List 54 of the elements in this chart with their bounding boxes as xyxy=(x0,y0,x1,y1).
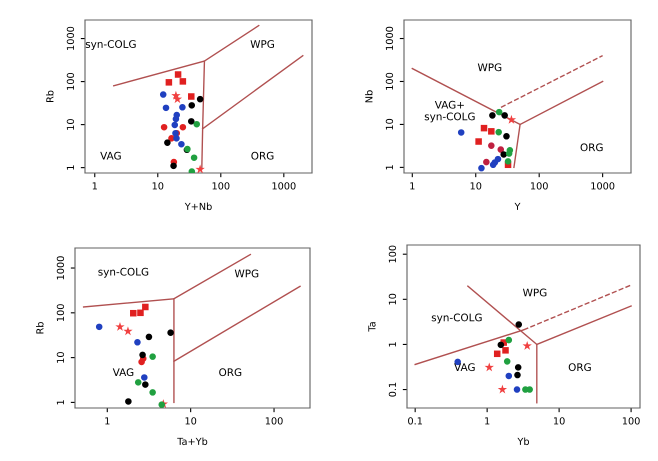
annotation: WPG xyxy=(250,40,274,48)
x-tick-label: 1 xyxy=(105,417,110,424)
y-tick-label: 10 xyxy=(56,352,64,363)
x-tick-label: 100 xyxy=(266,417,283,425)
y-tick-label: 1000 xyxy=(66,26,74,50)
annotation: VAG xyxy=(100,152,121,160)
y-tick-label: 1 xyxy=(386,165,393,170)
x-axis-title: Yb xyxy=(517,438,530,446)
x-tick-label: 1 xyxy=(485,417,490,424)
y-tick-label: 100 xyxy=(66,72,74,90)
annotation: ORG xyxy=(219,368,242,376)
annotation: WPG xyxy=(478,63,502,72)
annotation: ORG xyxy=(568,363,591,372)
annotation: syn-COLG xyxy=(98,268,148,278)
y-tick-label: 100 xyxy=(386,72,394,90)
y-tick-label: 1 xyxy=(56,400,64,404)
annotation: VAG+ syn-COLG xyxy=(424,100,475,122)
y-tick-label: 1 xyxy=(388,342,396,346)
y-tick-label: 100 xyxy=(388,246,396,262)
y-tick-label: 100 xyxy=(56,304,64,322)
x-tick-label: 100 xyxy=(530,182,548,190)
x-tick-label: 1000 xyxy=(272,182,296,190)
x-tick-label: 10 xyxy=(152,182,164,190)
y-axis-title: Rb xyxy=(46,90,54,102)
annotation: WPG xyxy=(234,270,258,278)
x-axis-title: Y+Nb xyxy=(184,202,212,210)
x-axis-title: Ta+Yb xyxy=(177,438,208,446)
y-axis-title: Rb xyxy=(36,322,44,334)
y-tick-label: 1000 xyxy=(56,256,64,280)
y-axis-title: Ta xyxy=(368,322,376,332)
annotation: syn-COLG xyxy=(432,313,482,324)
annotation: ORG xyxy=(251,152,274,160)
x-tick-label: 1000 xyxy=(591,182,614,190)
x-tick-label: 10 xyxy=(470,182,482,190)
y-tick-label: 1 xyxy=(66,165,74,170)
x-tick-label: 10 xyxy=(554,417,565,425)
annotation: VAG xyxy=(454,363,475,372)
y-tick-label: 1000 xyxy=(386,26,394,50)
annotation: WPG xyxy=(522,288,546,296)
annotation: syn-COLG xyxy=(86,40,136,50)
x-tick-label: 100 xyxy=(622,417,640,425)
x-tick-label: 1 xyxy=(92,182,97,190)
annotation: VAG xyxy=(112,368,134,376)
x-tick-label: 10 xyxy=(186,417,196,425)
y-axis-title: Nb xyxy=(365,90,373,102)
y-tick-label: 10 xyxy=(66,119,74,130)
y-tick-label: 0.1 xyxy=(388,382,396,397)
annotation: ORG xyxy=(580,143,603,152)
x-tick-label: 1 xyxy=(410,182,414,190)
y-tick-label: 10 xyxy=(388,294,396,304)
x-tick-label: 0.1 xyxy=(408,417,422,425)
y-tick-label: 10 xyxy=(386,118,394,130)
x-tick-label: 100 xyxy=(212,182,230,190)
x-axis-title: Y xyxy=(514,202,520,210)
